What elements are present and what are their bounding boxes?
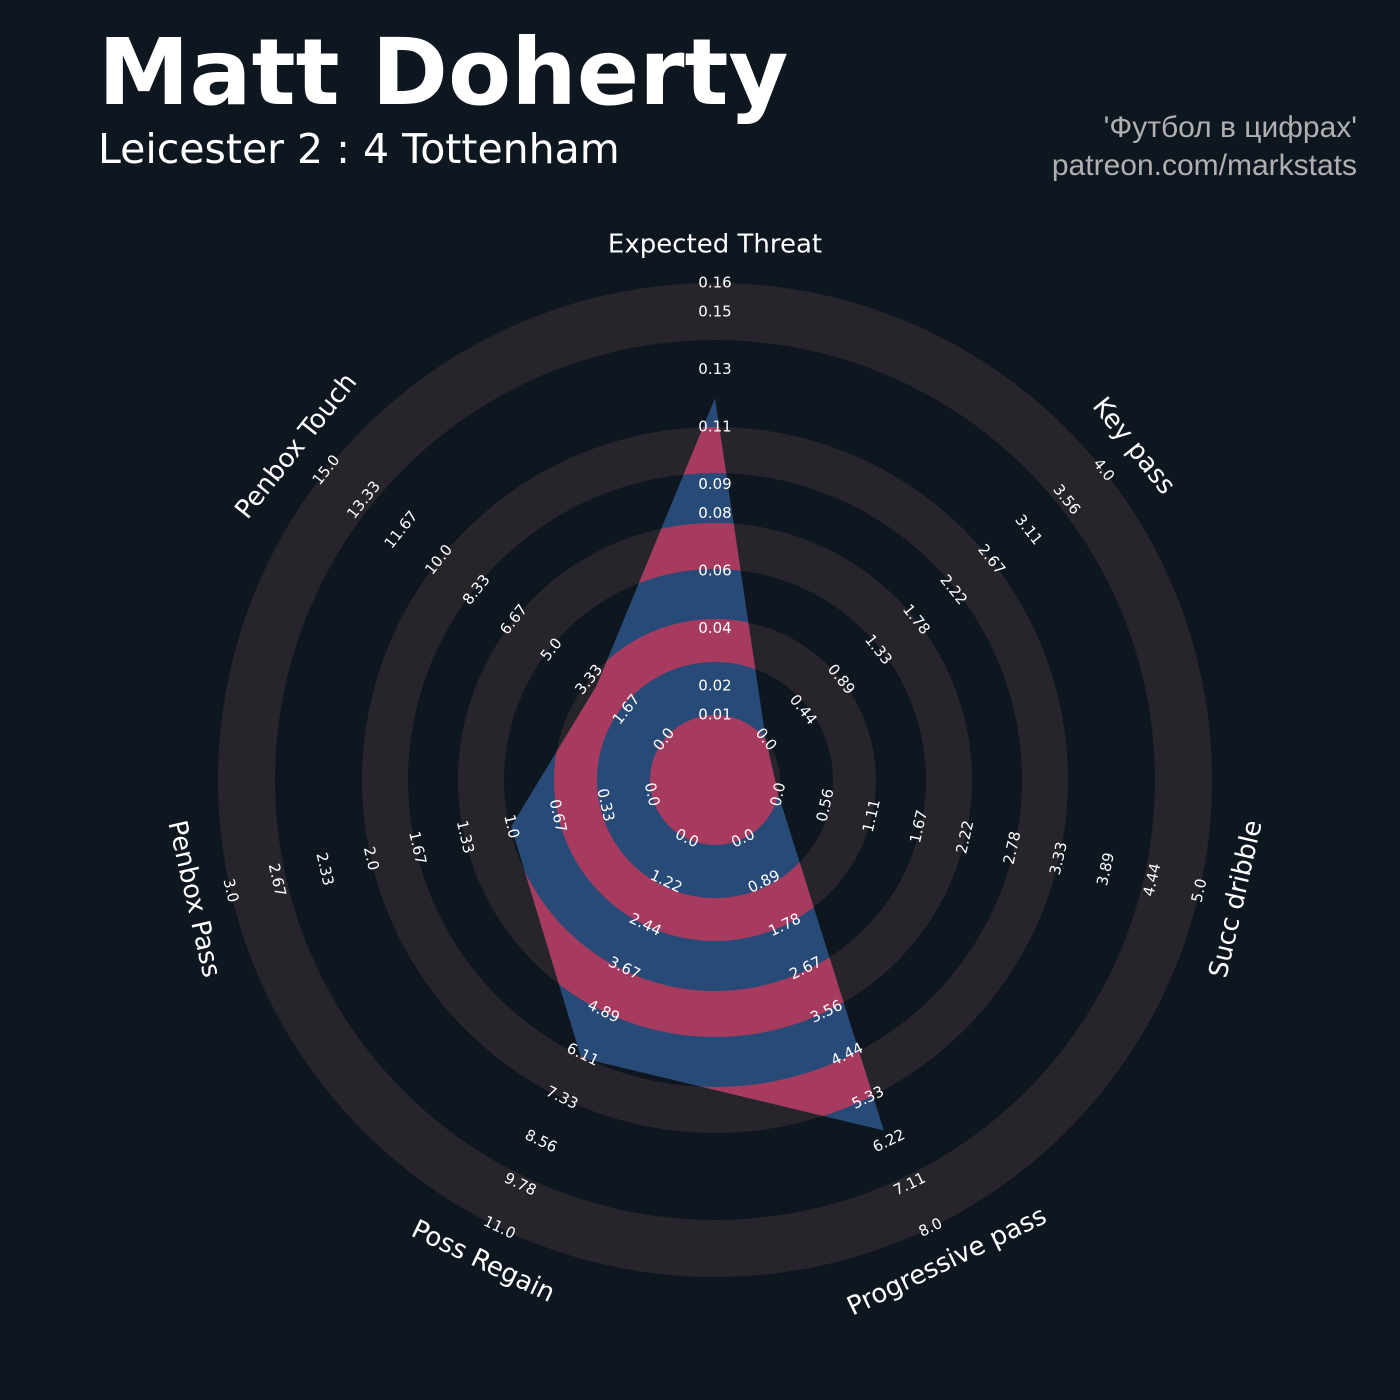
tick-label: 0.0 <box>641 781 664 808</box>
tick-label: 2.33 <box>313 851 338 888</box>
tick-label: 0.11 <box>698 418 731 436</box>
tick-label: 0.13 <box>698 360 731 378</box>
tick-label: 3.11 <box>1011 511 1046 548</box>
tick-label: 1.0 <box>500 813 523 840</box>
tick-label: 5.0 <box>1188 877 1211 904</box>
tick-label: 2.0 <box>360 845 383 872</box>
tick-label: 0.09 <box>698 475 731 493</box>
credit: 'Футбол в цифрах' <box>1104 111 1357 144</box>
tick-label: 0.06 <box>698 562 731 580</box>
tick-label: 0.0 <box>766 781 789 808</box>
tick-label: 11.67 <box>381 507 422 552</box>
tick-label: 3.89 <box>1093 851 1118 888</box>
link: patreon.com/markstats <box>1052 149 1357 182</box>
title: Matt Doherty <box>98 19 788 126</box>
param-label: Succ dribble <box>1204 817 1269 980</box>
tick-label: 0.08 <box>698 504 731 522</box>
plot-area: 0.01 0.02 0.04 0.06 0.08 0.09 0.11 0.13 0.15 0.16… <box>161 230 1268 1323</box>
tick-label: 3.0 <box>220 877 243 904</box>
tick-label: 8.56 <box>522 1126 560 1157</box>
subtitle: Leicester 2 : 4 Tottenham <box>98 125 620 173</box>
tick-label: 0.04 <box>698 619 731 637</box>
tick-label: 0.16 <box>698 274 731 292</box>
tick-label: 0.02 <box>698 677 731 695</box>
param-label: Penbox Pass <box>161 818 226 981</box>
tick-label: 0.01 <box>698 706 731 724</box>
tick-label: 6.22 <box>870 1125 908 1156</box>
param-label: Expected Threat <box>608 230 822 260</box>
tick-label: 0.15 <box>698 302 731 320</box>
